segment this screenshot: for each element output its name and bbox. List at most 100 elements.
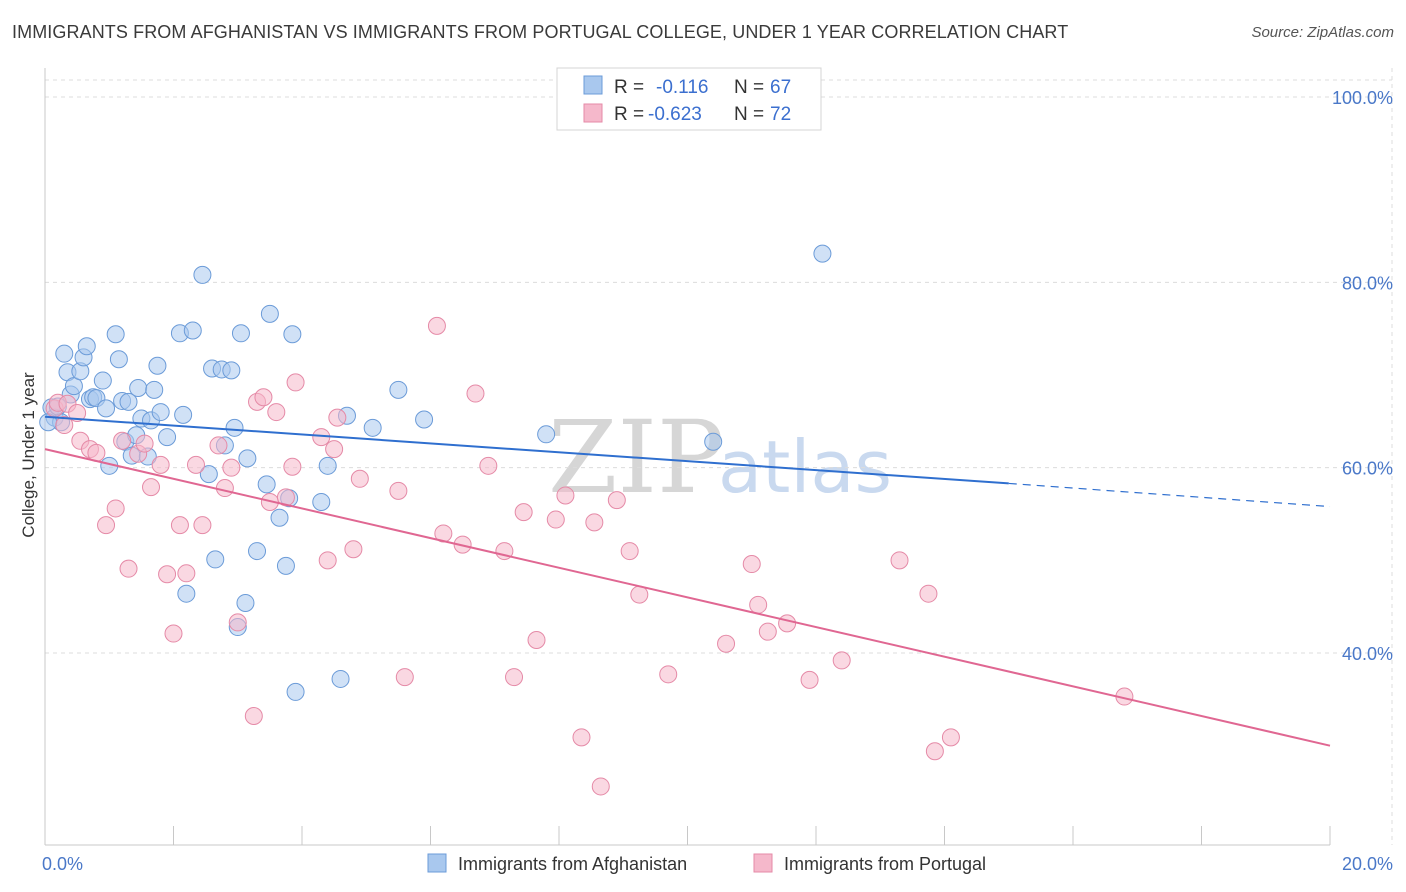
point-pink-15	[151, 455, 170, 474]
point-blue-43	[225, 418, 244, 437]
point-blue-45	[231, 324, 250, 343]
point-blue-46	[236, 593, 255, 612]
point-blue-24	[129, 378, 148, 397]
point-blue-31	[158, 428, 177, 447]
trend-line-portugal	[44, 448, 1331, 747]
point-pink-56	[607, 491, 626, 510]
point-pink-49	[514, 503, 533, 522]
point-blue-34	[177, 584, 196, 603]
point-blue-15	[97, 399, 116, 418]
x-axis-ticks: 0.0% 20.0%	[42, 826, 1393, 874]
point-blue-57	[318, 456, 337, 475]
point-pink-61	[742, 555, 761, 574]
point-blue-50	[260, 304, 279, 323]
point-blue-7	[64, 377, 83, 396]
legend-n-value-1: 67	[770, 77, 791, 98]
point-blue-17	[106, 325, 125, 344]
point-pink-10	[113, 431, 132, 450]
point-pink-23	[215, 479, 234, 498]
trend-lines	[44, 415, 1331, 747]
point-pink-11	[119, 559, 138, 578]
point-blue-56	[312, 492, 331, 511]
bottom-legend-label-portugal: Immigrants from Portugal	[784, 854, 986, 874]
point-blue-51	[270, 508, 289, 527]
point-blue-14	[93, 371, 112, 390]
legend-r-label-1: R =	[614, 77, 644, 98]
point-blue-39	[206, 550, 225, 569]
bottom-legend-swatch-blue	[427, 853, 447, 873]
legend-r-value-1: -0.116	[656, 77, 708, 98]
y-axis-label: College, Under 1 year	[19, 372, 38, 538]
legend-n-value-2: 72	[770, 104, 791, 125]
point-pink-26	[244, 707, 263, 726]
point-blue-4	[55, 344, 74, 363]
point-blue-63	[537, 425, 556, 444]
point-pink-25	[228, 613, 247, 632]
point-pink-41	[395, 668, 414, 687]
point-blue-62	[415, 410, 434, 429]
point-pink-50	[527, 631, 546, 650]
point-pink-63	[758, 622, 777, 641]
point-pink-67	[890, 551, 909, 570]
point-pink-45	[466, 384, 485, 403]
point-pink-59	[659, 665, 678, 684]
point-pink-51	[546, 510, 565, 529]
point-pink-60	[717, 634, 736, 653]
point-pink-46	[479, 456, 498, 475]
point-blue-60	[363, 418, 382, 437]
point-blue-10	[77, 337, 96, 356]
point-pink-14	[142, 478, 161, 497]
point-blue-42	[222, 361, 241, 380]
y-tick-label-80: 80.0%	[1342, 273, 1393, 293]
point-blue-61	[389, 380, 408, 399]
point-pink-16	[158, 565, 177, 584]
trend-line-afghanistan	[44, 415, 1009, 485]
point-pink-8	[97, 516, 116, 535]
point-pink-54	[585, 513, 604, 532]
trend-line-afghanistan-extension	[1008, 482, 1331, 508]
point-pink-69	[925, 742, 944, 761]
point-pink-2	[55, 416, 74, 435]
point-pink-40	[389, 481, 408, 500]
point-pink-38	[344, 540, 363, 559]
point-pink-31	[276, 488, 295, 507]
point-pink-33	[286, 373, 305, 392]
point-blue-28	[145, 380, 164, 399]
point-pink-17	[164, 624, 183, 643]
point-pink-24	[222, 458, 241, 477]
point-blue-48	[248, 542, 267, 561]
point-pink-65	[800, 670, 819, 689]
legend-r-value-2: -0.623	[648, 104, 702, 125]
point-pink-48	[505, 668, 524, 687]
point-pink-39	[350, 469, 369, 488]
point-blue-37	[199, 465, 218, 484]
point-pink-70	[941, 728, 960, 747]
legend-n-label-2: N =	[734, 104, 764, 125]
point-pink-64	[778, 614, 797, 633]
point-blue-21	[119, 392, 138, 411]
point-pink-32	[283, 457, 302, 476]
point-pink-28	[254, 388, 273, 407]
point-pink-21	[193, 516, 212, 535]
point-pink-9	[106, 499, 125, 518]
chart-title: IMMIGRANTS FROM AFGHANISTAN VS IMMIGRANT…	[12, 22, 1069, 42]
y-tick-label-100: 100.0%	[1332, 88, 1393, 108]
legend-swatch-blue	[583, 75, 603, 95]
correlation-legend: R = -0.116 N = 67 R = -0.623 N = 72	[556, 67, 822, 131]
x-tick-label-min: 0.0%	[42, 854, 83, 874]
point-blue-30	[151, 403, 170, 422]
point-pink-53	[572, 728, 591, 747]
point-pink-18	[170, 516, 189, 535]
point-blue-36	[193, 265, 212, 284]
source-label: Source: ZipAtlas.com	[1251, 24, 1394, 41]
y-tick-label-60: 60.0%	[1342, 459, 1393, 479]
point-blue-64	[704, 432, 723, 451]
legend-r-label-2: R =	[614, 104, 644, 125]
point-pink-62	[749, 595, 768, 614]
point-pink-4	[68, 403, 87, 422]
bottom-legend-label-afghanistan: Immigrants from Afghanistan	[458, 854, 687, 874]
point-blue-35	[183, 321, 202, 340]
point-blue-58	[331, 669, 350, 688]
point-pink-30	[267, 403, 286, 422]
